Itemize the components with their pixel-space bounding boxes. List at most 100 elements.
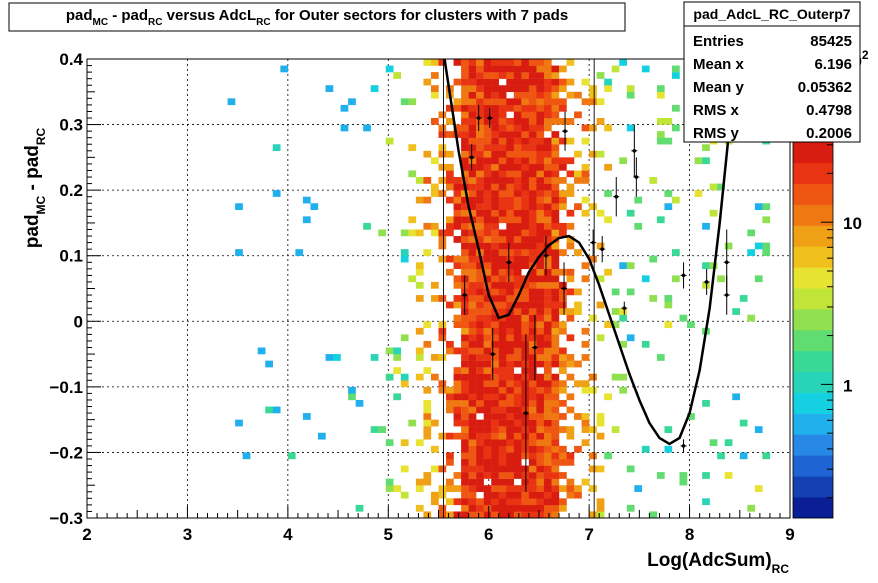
color-scale-segment (793, 267, 833, 289)
heatmap-cell (468, 236, 477, 243)
heatmap-cell (491, 347, 499, 355)
heatmap-cell (461, 262, 469, 270)
heatmap-cell (491, 445, 499, 453)
heatmap-cell (491, 203, 499, 211)
heatmap-cell (709, 209, 718, 217)
heatmap-cell (596, 209, 605, 217)
heatmap-cell (483, 504, 492, 512)
heatmap-cell (513, 203, 522, 211)
heatmap-cell (543, 177, 552, 184)
heatmap-cell (506, 98, 515, 106)
heatmap-cell (468, 465, 477, 473)
heatmap-cell (453, 78, 462, 86)
color-scale-segment (793, 142, 833, 164)
heatmap-cell (476, 177, 484, 184)
heatmap-cell (491, 439, 499, 447)
heatmap-cell (370, 426, 379, 433)
heatmap-cell (528, 413, 537, 420)
heatmap-cell (446, 458, 454, 466)
heatmap-cell (491, 222, 499, 230)
heatmap-cell (430, 190, 439, 197)
heatmap-cell (574, 491, 582, 499)
heatmap-cell (491, 380, 499, 388)
heatmap-cell (461, 242, 469, 250)
heatmap-cell (476, 406, 484, 414)
heatmap-cell (461, 360, 469, 368)
heatmap-cell (543, 255, 552, 263)
heatmap-cell (491, 321, 499, 329)
heatmap-cell (543, 498, 552, 506)
heatmap-cell (476, 236, 484, 243)
heatmap-cell (513, 419, 522, 427)
heatmap-cell (566, 406, 575, 414)
heatmap-cell (694, 190, 703, 197)
heatmap-cell (551, 393, 560, 401)
heatmap-cell (566, 78, 575, 86)
heatmap-cell (581, 177, 590, 184)
color-scale-segment (793, 455, 833, 477)
heatmap-cell (528, 209, 537, 217)
heatmap-cell (483, 249, 492, 256)
heatmap-cell (498, 458, 507, 466)
heatmap-cell (536, 170, 545, 178)
heatmap-cell (566, 373, 575, 381)
heatmap-cell (551, 163, 560, 171)
heatmap-cell (468, 242, 477, 250)
heatmap-cell (453, 485, 462, 492)
heatmap-cell (461, 406, 469, 414)
heatmap-cell (581, 478, 590, 486)
heatmap-cell (476, 458, 484, 466)
heatmap-cell (453, 393, 462, 401)
heatmap-cell (491, 59, 499, 66)
heatmap-cell (566, 491, 575, 499)
heatmap-cell (551, 242, 560, 250)
heatmap-cell (543, 104, 552, 112)
heatmap-cell (709, 439, 718, 447)
heatmap-cell (430, 157, 439, 165)
heatmap-cell (491, 163, 499, 171)
heatmap-cell (370, 85, 379, 92)
heatmap-cell (506, 65, 515, 73)
heatmap-cell (543, 399, 552, 407)
heatmap-cell (506, 262, 515, 270)
heatmap-cell (476, 301, 484, 309)
heatmap-cell (543, 452, 552, 460)
heatmap-cell (498, 111, 507, 119)
heatmap-cell (340, 104, 349, 112)
heatmap-cell (453, 275, 462, 283)
heatmap-cell (521, 308, 530, 315)
heatmap-cell (498, 209, 507, 217)
heatmap-cell (611, 373, 620, 381)
heatmap-cell (656, 91, 665, 99)
heatmap-cell (574, 413, 582, 420)
heatmap-cell (649, 255, 658, 263)
heatmap-cell (656, 131, 665, 138)
heatmap-cell (672, 124, 680, 132)
heatmap-cell (536, 104, 545, 112)
heatmap-cell (589, 203, 597, 211)
heatmap-cell (513, 190, 522, 197)
heatmap-cell (506, 458, 515, 466)
heatmap-cell (483, 295, 492, 302)
heatmap-cell (566, 458, 575, 466)
heatmap-cell (536, 183, 545, 191)
heatmap-cell (702, 472, 710, 479)
heatmap-cell (513, 314, 522, 322)
heatmap-cell (528, 334, 537, 342)
profile-points (443, 59, 730, 518)
heatmap-cell (559, 196, 567, 204)
heatmap-cell (423, 222, 432, 230)
heatmap-cell (506, 347, 515, 355)
heatmap-cell (506, 465, 515, 473)
heatmap-cell (483, 485, 492, 492)
heatmap-cell (476, 380, 484, 388)
heatmap-cell (415, 295, 424, 302)
heatmap-cell (461, 150, 469, 158)
heatmap-cell (589, 373, 597, 381)
heatmap-cell (506, 485, 515, 492)
heatmap-cell (498, 498, 507, 506)
heatmap-cell (581, 380, 590, 388)
heatmap-cell (446, 196, 454, 204)
heatmap-cell (461, 393, 469, 401)
